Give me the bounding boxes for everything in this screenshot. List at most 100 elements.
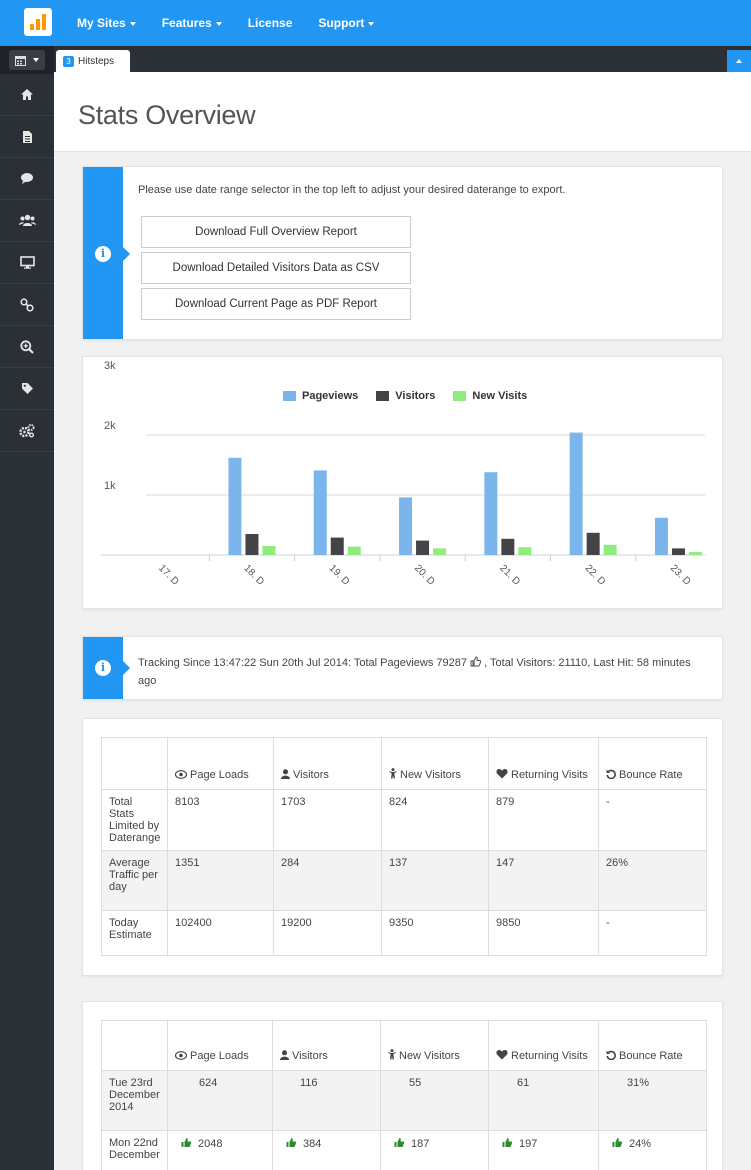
nav-features[interactable]: Features [149,0,235,46]
table-cell: 9850 [488,910,599,956]
row-label: Tue 23rd December 2014 [101,1070,168,1131]
nav-support[interactable]: Support [305,0,387,46]
hitsteps-logo-icon[interactable] [24,8,52,36]
chart-bar [671,548,685,555]
daily-stats-table: Page Loads Visitors New Visitors Returni… [101,1020,707,1170]
table-header-row: Page Loads Visitors New Visitors Returni… [101,737,707,790]
caret-down-icon [368,21,375,26]
table-header-row: Page Loads Visitors New Visitors Returni… [101,1020,707,1071]
sidebar-item-home[interactable] [0,74,54,116]
header-label: Visitors [292,1050,328,1062]
legend-item-new-visits[interactable]: New Visits [453,390,527,402]
sidebar-item-search[interactable] [0,326,54,368]
header-label: Page Loads [190,1050,249,1062]
header-label: New Visitors [399,1050,460,1062]
desktop-icon [19,256,35,269]
y-tick-label: 1k [104,480,116,492]
user-icon [280,1050,289,1060]
page-header: Stats Overview [54,72,751,152]
sidebar [0,46,54,1170]
info-stripe: i [83,637,130,699]
download-full-overview-button[interactable]: Download Full Overview Report [141,216,411,248]
daily-stats-panel: Page Loads Visitors New Visitors Returni… [82,1001,723,1170]
chart-bar [245,534,259,555]
table-cell: 824 [381,789,489,851]
sidebar-item-tags[interactable] [0,368,54,410]
sidebar-item-devices[interactable] [0,242,54,284]
collapse-button[interactable] [727,50,751,72]
child-icon [389,768,397,779]
table-cell: 55 [380,1070,489,1131]
table-row: Total Stats Limited by Daterange 8103 17… [101,789,707,851]
bar-chart: 1k 2k 3k 17. D 18. D 19. D 20. D 21. D 22. D 23. … [101,360,705,588]
thumbs-up-icon [502,1138,513,1147]
nav-label: License [247,16,293,30]
export-panel: i Please use date range selector in the … [82,166,723,340]
table-cell: 31% [598,1070,707,1131]
header-new-visitors: New Visitors [381,737,489,790]
undo-icon [606,1050,616,1060]
header-label: Returning Visits [511,1050,588,1062]
table-cell: 197 [488,1130,599,1170]
row-label: Average Traffic per day [101,850,168,911]
user-icon [281,769,290,779]
info-icon: i [95,246,111,262]
chart-bar [484,472,498,555]
header-visitors: Visitors [272,1020,381,1071]
sidebar-item-settings[interactable] [0,410,54,452]
summary-stats-panel: Page Loads Visitors New Visitors Returni… [82,718,723,976]
thumbs-up-icon [286,1138,297,1147]
chart-bar [501,538,515,555]
file-icon [22,130,32,143]
table-cell: 1351 [167,850,274,911]
x-tick-label: 18. D [241,563,266,588]
download-visitors-csv-button[interactable]: Download Detailed Visitors Data as CSV [141,252,411,284]
header-label: New Visitors [400,769,461,781]
caret-down-icon [33,58,39,62]
header-returning-visits: Returning Visits [488,737,599,790]
chart-bar [586,532,600,555]
nav-license[interactable]: License [235,0,306,46]
legend-item-visitors[interactable]: Visitors [376,390,435,402]
table-cell: 1703 [273,789,382,851]
table-cell: 102400 [167,910,274,956]
legend-swatch [376,391,390,401]
table-cell: 61 [488,1070,599,1131]
table-cell: 26% [598,850,707,911]
tracking-text: Tracking Since 13:47:22 Sun 20th Jul 201… [138,657,468,669]
header-label: Page Loads [190,769,249,781]
download-pdf-report-button[interactable]: Download Current Page as PDF Report [141,288,411,320]
header-returning-visits: Returning Visits [488,1020,599,1071]
x-tick-label: 21. D [497,563,522,588]
nav-label: My Sites [77,16,126,30]
tab-hitsteps[interactable]: 3 Hitsteps [56,50,130,72]
sidebar-item-links[interactable] [0,284,54,326]
home-icon [21,89,33,100]
table-row: Today Estimate 102400 19200 9350 9850 - [101,910,707,956]
export-note: Please use date range selector in the to… [138,184,566,196]
legend-label: Pageviews [302,390,359,402]
legend-swatch [453,391,467,401]
date-range-button[interactable] [9,50,45,70]
tracking-panel: i Tracking Since 13:47:22 Sun 20th Jul 2… [82,636,723,700]
chart-bar [262,546,276,555]
thumbs-up-icon [394,1138,405,1147]
legend-item-pageviews[interactable]: Pageviews [283,390,358,402]
table-row: Average Traffic per day 1351 284 137 147… [101,850,707,911]
chart-bar [569,432,583,555]
sidebar-item-visitors[interactable] [0,200,54,242]
sidebar-item-pages[interactable] [0,116,54,158]
calendar-icon [15,55,26,66]
info-stripe: i [83,167,130,339]
chart-bar [347,546,361,555]
caret-down-icon [129,21,136,26]
x-tick-label: 17. D [156,563,181,588]
page-title: Stats Overview [78,100,256,130]
header-cell-empty [101,737,168,790]
chart-bar [654,517,668,555]
nav-label: Features [161,16,212,30]
sidebar-item-chat[interactable] [0,158,54,200]
nav-my-sites[interactable]: My Sites [64,0,149,46]
chart-bar [330,537,344,555]
table-cell: 624 [167,1070,273,1131]
